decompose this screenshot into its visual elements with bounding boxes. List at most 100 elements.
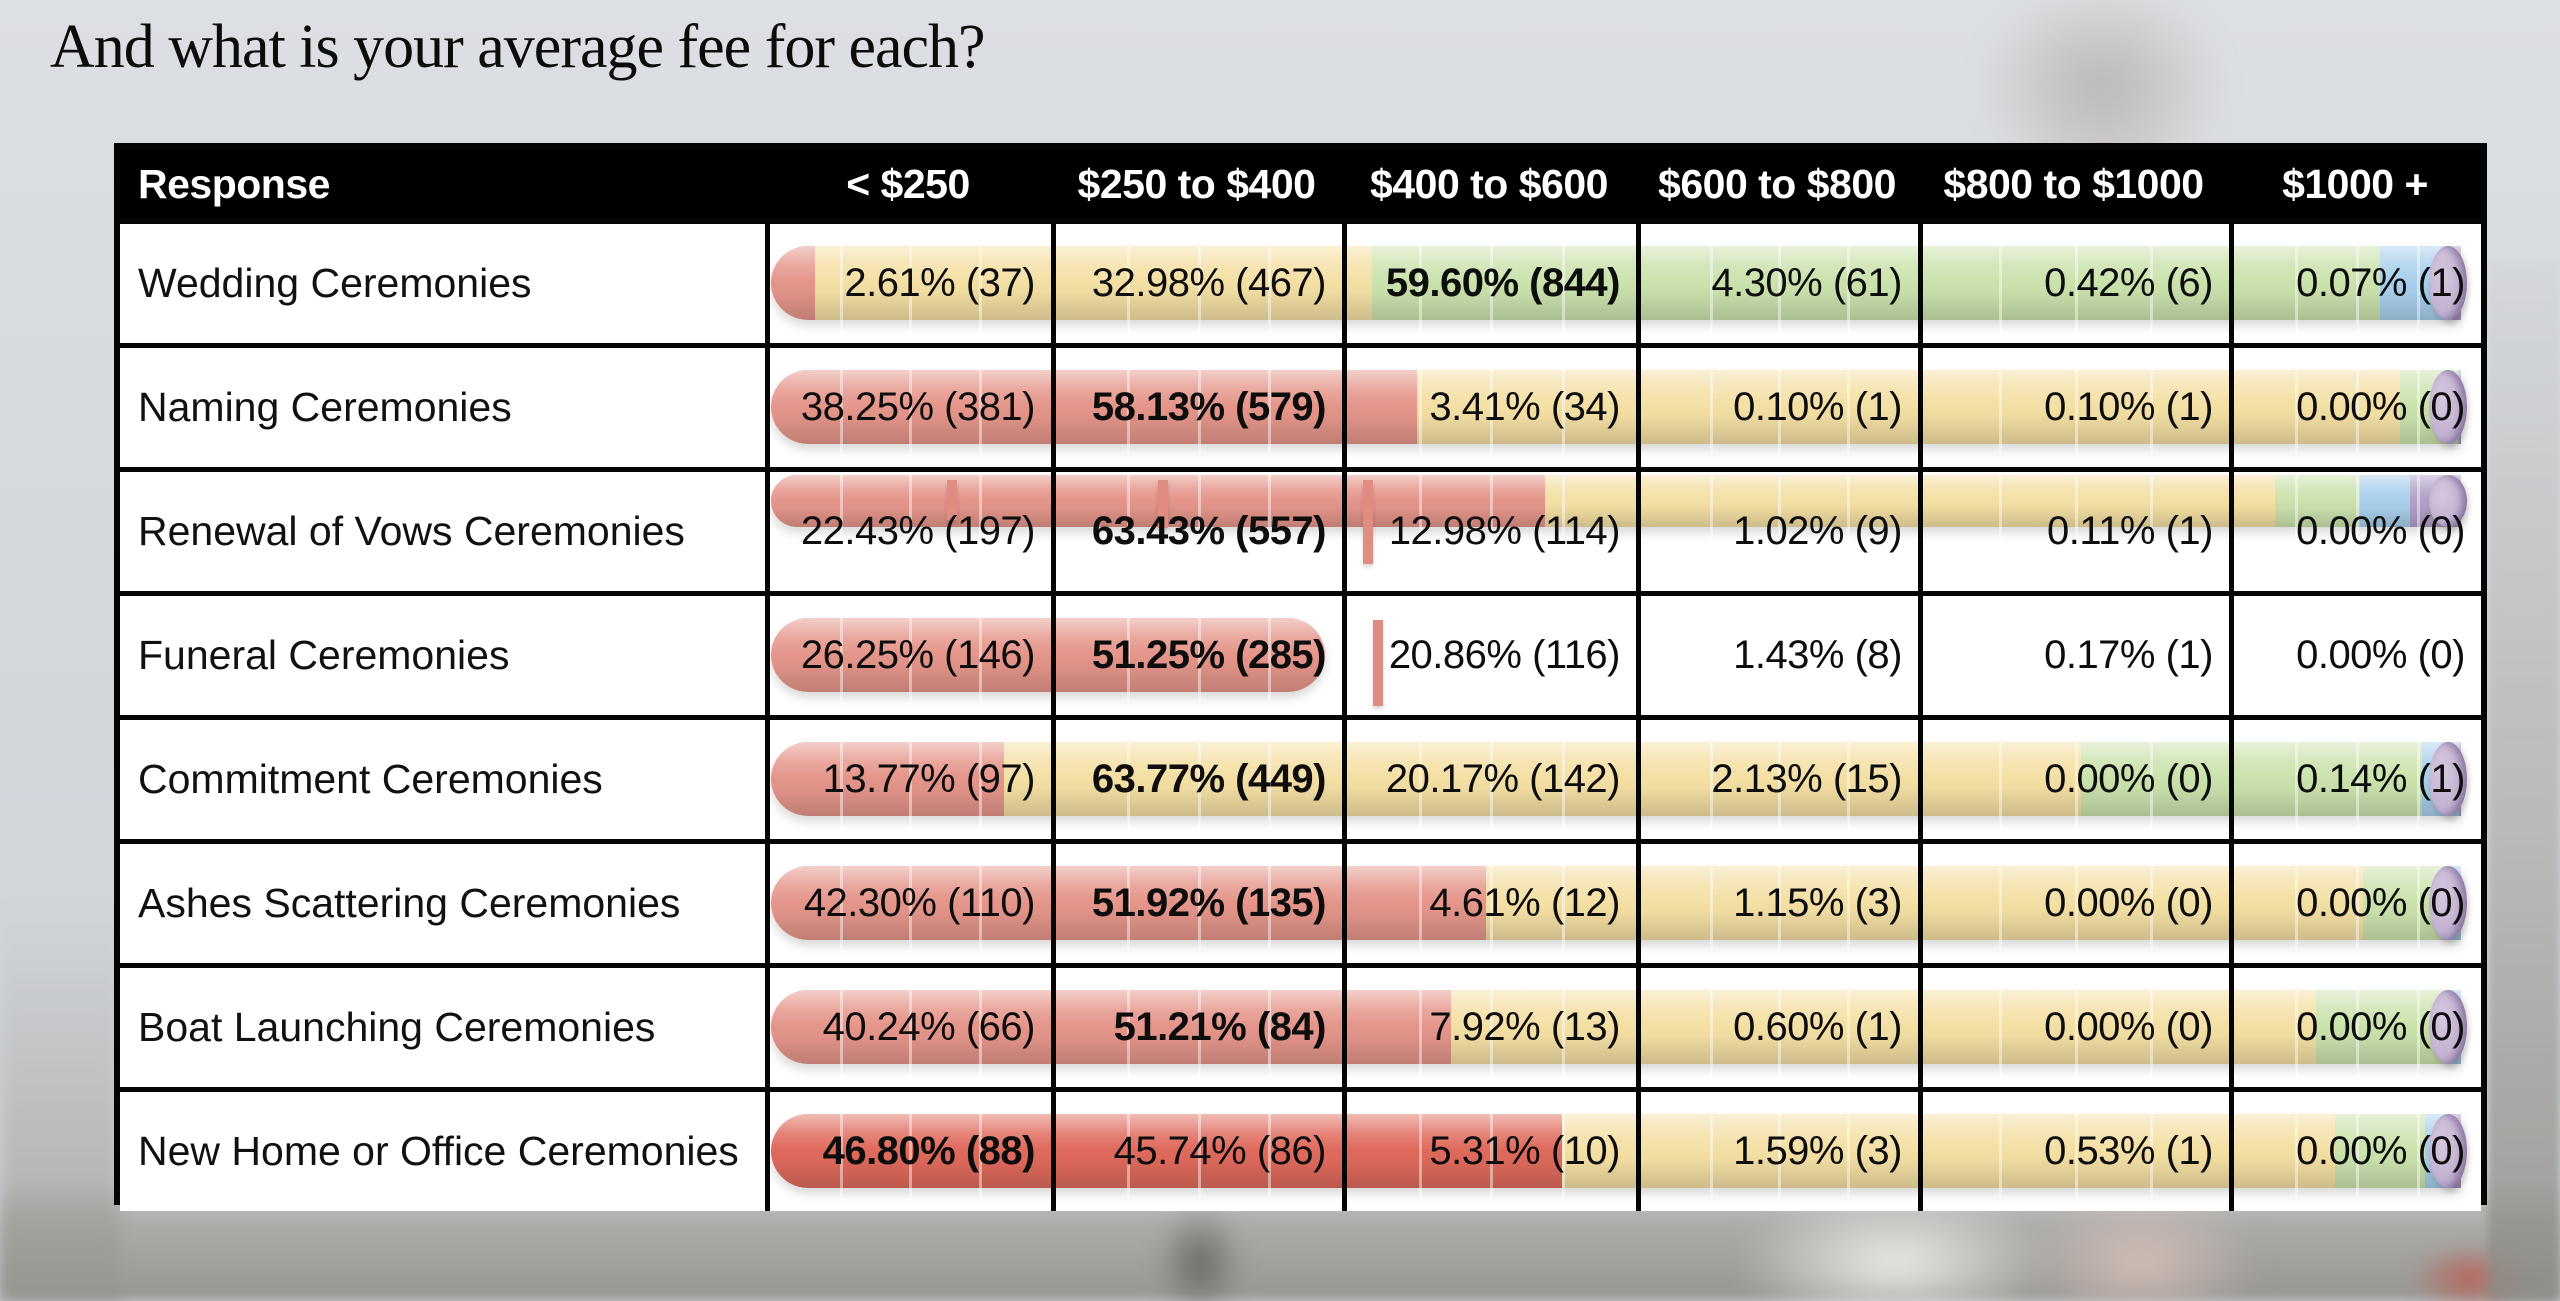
- row-label: Ashes Scattering Ceremonies: [138, 880, 681, 926]
- background-photo-left-edge: [0, 900, 120, 1301]
- table-row: Renewal of Vows Ceremonies 22.43% (197) 63…: [120, 467, 2481, 591]
- table-row: Wedding Ceremonies 2.61% (37) 32.98% (467)…: [120, 219, 2481, 343]
- value-text: 0.10% (1): [1733, 385, 1902, 429]
- value-text: 0.10% (1): [2044, 385, 2213, 429]
- value-cell: 0.60% (1): [1636, 968, 1918, 1087]
- table-row: Funeral Ceremonies 26.25% (146) 51.25% (28…: [120, 591, 2481, 715]
- value-text: 26.25% (146): [800, 633, 1036, 677]
- value-text: 63.43% (557): [1091, 509, 1327, 553]
- value-text: 4.61% (12): [1429, 881, 1620, 925]
- value-cell: 0.00% (0): [1918, 720, 2229, 839]
- value-text: 42.30% (110): [803, 881, 1036, 925]
- value-cell: 0.42% (6): [1918, 224, 2229, 343]
- value-text: 58.13% (579): [1091, 385, 1327, 429]
- row-label: New Home or Office Ceremonies: [138, 1128, 739, 1174]
- value-cell: 2.13% (15): [1636, 720, 1918, 839]
- value-cell: 58.13% (579): [1051, 348, 1342, 467]
- value-cell: 4.61% (12): [1342, 844, 1636, 963]
- value-text: 0.00% (0): [2296, 1129, 2465, 1173]
- value-text: 63.77% (449): [1091, 757, 1327, 801]
- results-table: Response < $250 $250 to $400 $400 to $600 $6…: [114, 143, 2487, 1211]
- value-cell: 2.61% (37): [765, 224, 1051, 343]
- value-text: 2.61% (37): [844, 261, 1035, 305]
- row-cells: 38.25% (381) 58.13% (579) 3.41% (34) 0.10% …: [765, 348, 2481, 467]
- row-label: Commitment Ceremonies: [138, 756, 603, 802]
- value-text: 4.30% (61): [1711, 261, 1902, 305]
- table-row: Naming Ceremonies 38.25% (381) 58.13% (579…: [120, 343, 2481, 467]
- row-cells: 46.80% (88) 45.74% (86) 5.31% (10) 1.59% (3…: [765, 1092, 2481, 1211]
- value-cell: 0.00% (0): [2229, 472, 2481, 591]
- value-text: 38.25% (381): [800, 385, 1036, 429]
- column-header--250-to-400: $250 to $400: [1077, 160, 1316, 207]
- value-cell: 45.74% (86): [1051, 1092, 1342, 1211]
- value-cell: 1.02% (9): [1636, 472, 1918, 591]
- value-text: 12.98% (114): [1388, 509, 1621, 553]
- value-cell: 12.98% (114): [1342, 472, 1636, 591]
- row-label: Renewal of Vows Ceremonies: [138, 508, 685, 554]
- value-text: 7.92% (13): [1429, 1005, 1620, 1049]
- row-label: Naming Ceremonies: [138, 384, 512, 430]
- value-text: 0.07% (1): [2296, 261, 2465, 305]
- value-text: 0.00% (0): [2296, 385, 2465, 429]
- value-text: 51.92% (135): [1091, 881, 1327, 925]
- row-cells: 40.24% (66) 51.21% (84) 7.92% (13) 0.60% (1…: [765, 968, 2481, 1087]
- value-cell: 4.30% (61): [1636, 224, 1918, 343]
- table-row: Ashes Scattering Ceremonies 42.30% (110) 5…: [120, 839, 2481, 963]
- column-header-response: Response: [138, 160, 330, 207]
- value-cell: 38.25% (381): [765, 348, 1051, 467]
- value-cell: 0.00% (0): [2229, 1092, 2481, 1211]
- value-cell: 0.00% (0): [2229, 596, 2481, 715]
- value-text: 0.00% (0): [2296, 881, 2465, 925]
- table-row: New Home or Office Ceremonies 46.80% (88)…: [120, 1087, 2481, 1211]
- column-header--1000-: $1000 +: [2282, 160, 2428, 207]
- value-cell: 0.10% (1): [1636, 348, 1918, 467]
- value-cell: 63.43% (557): [1051, 472, 1342, 591]
- table-header-row: Response < $250 $250 to $400 $400 to $600 $6…: [120, 149, 2481, 219]
- value-text: 20.86% (116): [1388, 633, 1621, 677]
- column-header--800-to-1000: $800 to $1000: [1943, 160, 2204, 207]
- value-cell: 51.25% (285): [1051, 596, 1342, 715]
- row-cells: 42.30% (110) 51.92% (135) 4.61% (12) 1.15% …: [765, 844, 2481, 963]
- value-text: 0.60% (1): [1733, 1005, 1902, 1049]
- value-cell: 20.86% (116): [1342, 596, 1636, 715]
- value-cell: 26.25% (146): [765, 596, 1051, 715]
- value-cell: 51.21% (84): [1051, 968, 1342, 1087]
- value-text: 5.31% (10): [1429, 1129, 1620, 1173]
- table-row: Boat Launching Ceremonies 40.24% (66) 51.2…: [120, 963, 2481, 1087]
- value-text: 0.00% (0): [2044, 757, 2213, 801]
- value-cell: 0.07% (1): [2229, 224, 2481, 343]
- value-cell: 46.80% (88): [765, 1092, 1051, 1211]
- value-cell: 0.14% (1): [2229, 720, 2481, 839]
- value-text: 51.25% (285): [1091, 633, 1327, 677]
- column-header--600-to-800: $600 to $800: [1658, 160, 1896, 207]
- value-cell: 13.77% (97): [765, 720, 1051, 839]
- value-text: 1.02% (9): [1733, 509, 1902, 553]
- value-cell: 0.00% (0): [1918, 968, 2229, 1087]
- value-text: 0.14% (1): [2296, 757, 2465, 801]
- column-header--250: < $250: [846, 160, 970, 207]
- value-text: 0.11% (1): [2047, 509, 2213, 553]
- value-cell: 51.92% (135): [1051, 844, 1342, 963]
- value-cell: 40.24% (66): [765, 968, 1051, 1087]
- value-cell: 20.17% (142): [1342, 720, 1636, 839]
- column-header--400-to-600: $400 to $600: [1370, 160, 1608, 207]
- value-cell: 0.53% (1): [1918, 1092, 2229, 1211]
- row-label: Wedding Ceremonies: [138, 260, 532, 306]
- row-cells: 13.77% (97) 63.77% (449) 20.17% (142) 2.13%…: [765, 720, 2481, 839]
- value-text: 59.60% (844): [1385, 261, 1621, 305]
- value-text: 0.17% (1): [2044, 633, 2213, 677]
- table-body: Wedding Ceremonies 2.61% (37) 32.98% (467)…: [120, 219, 2481, 1211]
- value-text: 45.74% (86): [1113, 1129, 1327, 1173]
- value-cell: 0.11% (1): [1918, 472, 2229, 591]
- value-cell: 0.17% (1): [1918, 596, 2229, 715]
- value-cell: 5.31% (10): [1342, 1092, 1636, 1211]
- value-cell: 1.43% (8): [1636, 596, 1918, 715]
- value-cell: 3.41% (34): [1342, 348, 1636, 467]
- value-text: 46.80% (88): [822, 1129, 1036, 1173]
- value-text: 0.00% (0): [2296, 633, 2465, 677]
- value-cell: 32.98% (467): [1051, 224, 1342, 343]
- value-text: 1.43% (8): [1733, 633, 1902, 677]
- value-cell: 59.60% (844): [1342, 224, 1636, 343]
- row-cells: 2.61% (37) 32.98% (467) 59.60% (844) 4.30% …: [765, 224, 2481, 343]
